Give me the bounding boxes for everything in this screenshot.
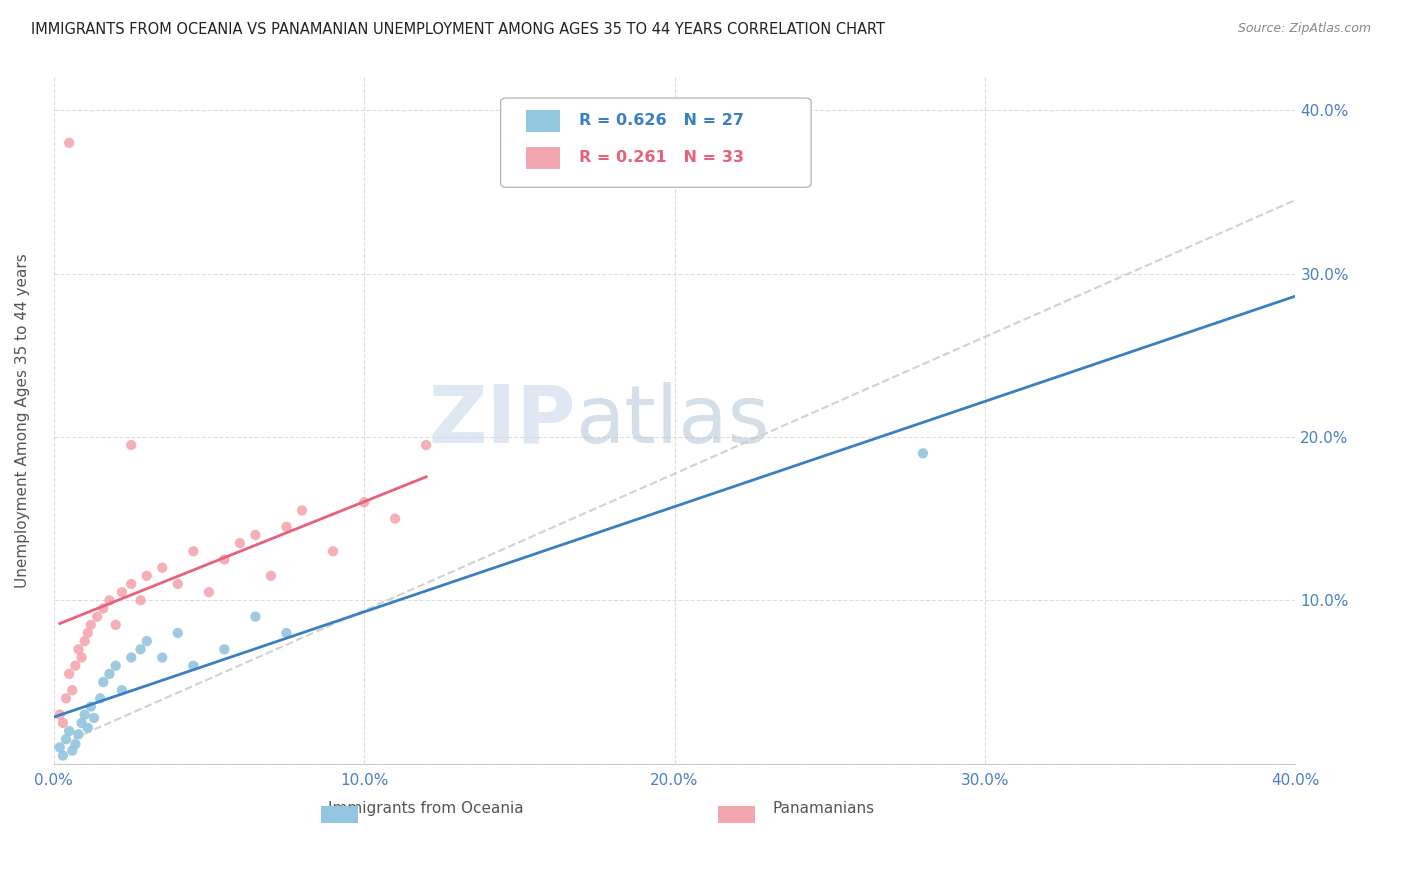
Point xyxy=(76,626,98,640)
Text: ZIP: ZIP xyxy=(427,382,575,459)
Point xyxy=(58,666,80,681)
Point xyxy=(104,658,127,673)
Point xyxy=(91,601,114,615)
Point xyxy=(52,715,75,730)
Point xyxy=(245,528,267,542)
Point xyxy=(129,642,152,657)
Point xyxy=(111,585,134,599)
Point xyxy=(276,520,298,534)
Text: Panamanians: Panamanians xyxy=(772,801,875,816)
Point xyxy=(67,642,90,657)
Point xyxy=(55,691,77,706)
Point xyxy=(91,675,114,690)
Point xyxy=(60,683,83,698)
Point xyxy=(415,438,437,452)
Point xyxy=(73,707,96,722)
Y-axis label: Unemployment Among Ages 35 to 44 years: Unemployment Among Ages 35 to 44 years xyxy=(15,253,30,588)
Point xyxy=(150,650,173,665)
Point xyxy=(70,650,93,665)
Point xyxy=(60,744,83,758)
Point xyxy=(83,711,105,725)
Text: R = 0.626   N = 27: R = 0.626 N = 27 xyxy=(579,113,744,128)
Point xyxy=(120,650,142,665)
Text: Immigrants from Oceania: Immigrants from Oceania xyxy=(329,801,524,816)
Point xyxy=(86,609,108,624)
Point xyxy=(80,617,103,632)
Point xyxy=(120,438,142,452)
Point xyxy=(214,552,236,566)
Point xyxy=(70,715,93,730)
Point xyxy=(198,585,221,599)
Point xyxy=(80,699,103,714)
Point xyxy=(65,658,87,673)
Point xyxy=(353,495,375,509)
Point xyxy=(181,544,204,558)
Text: atlas: atlas xyxy=(575,382,769,459)
Point xyxy=(291,503,314,517)
Point xyxy=(89,691,111,706)
Point xyxy=(49,707,72,722)
Point xyxy=(67,727,90,741)
FancyBboxPatch shape xyxy=(526,110,560,132)
Text: IMMIGRANTS FROM OCEANIA VS PANAMANIAN UNEMPLOYMENT AMONG AGES 35 TO 44 YEARS COR: IMMIGRANTS FROM OCEANIA VS PANAMANIAN UN… xyxy=(31,22,884,37)
Point xyxy=(55,732,77,747)
Point xyxy=(911,446,934,460)
FancyBboxPatch shape xyxy=(718,806,755,823)
Point xyxy=(214,642,236,657)
Point xyxy=(120,577,142,591)
Point xyxy=(135,634,157,648)
Text: R = 0.261   N = 33: R = 0.261 N = 33 xyxy=(579,150,744,165)
FancyBboxPatch shape xyxy=(501,98,811,187)
Point xyxy=(49,740,72,755)
Point xyxy=(166,626,188,640)
Point xyxy=(129,593,152,607)
Point xyxy=(58,136,80,150)
Point xyxy=(260,569,283,583)
Point xyxy=(98,593,121,607)
Point xyxy=(73,634,96,648)
FancyBboxPatch shape xyxy=(526,147,560,169)
Point xyxy=(76,721,98,735)
FancyBboxPatch shape xyxy=(321,806,359,823)
Point xyxy=(322,544,344,558)
Point xyxy=(181,658,204,673)
Point xyxy=(98,666,121,681)
Point xyxy=(166,577,188,591)
Point xyxy=(229,536,252,550)
Text: Source: ZipAtlas.com: Source: ZipAtlas.com xyxy=(1237,22,1371,36)
Point xyxy=(52,748,75,763)
Point xyxy=(58,724,80,739)
Point xyxy=(276,626,298,640)
Point xyxy=(245,609,267,624)
Point xyxy=(150,560,173,574)
Point xyxy=(384,511,406,525)
Point xyxy=(65,737,87,751)
Point xyxy=(111,683,134,698)
Point xyxy=(135,569,157,583)
Point xyxy=(104,617,127,632)
